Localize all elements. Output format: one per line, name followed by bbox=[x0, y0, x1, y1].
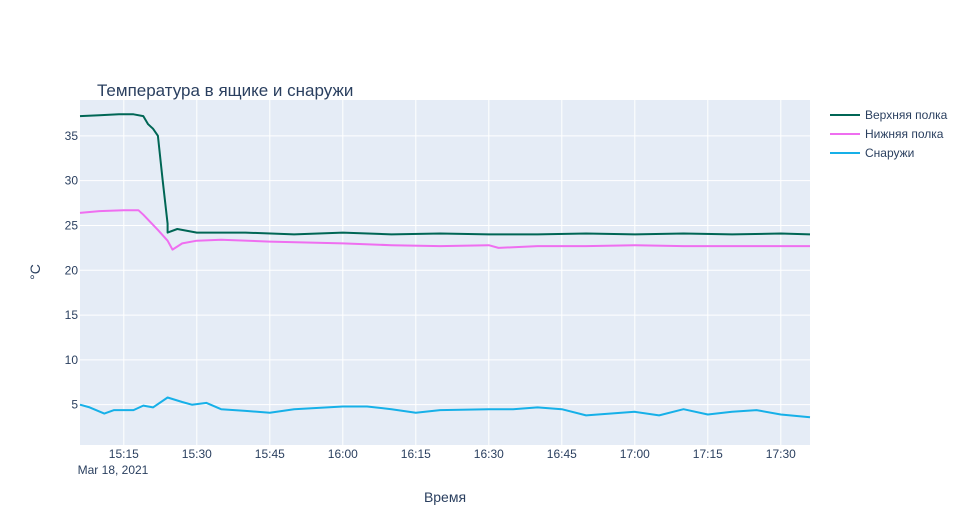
legend-label: Нижняя полка bbox=[865, 127, 944, 141]
x-tick-label: 16:15 bbox=[401, 447, 431, 461]
series-lines bbox=[79, 113, 811, 419]
x-tick-label: 17:15 bbox=[693, 447, 723, 461]
legend-label: Снаружи bbox=[865, 146, 914, 160]
legend-label: Верхняя полка bbox=[865, 108, 948, 122]
y-tick-label: 10 bbox=[65, 353, 79, 367]
x-date-label: Mar 18, 2021 bbox=[78, 463, 149, 477]
plot-background bbox=[80, 100, 810, 445]
x-tick-label: 17:30 bbox=[766, 447, 796, 461]
series-line bbox=[79, 396, 811, 419]
y-tick-label: 30 bbox=[65, 174, 79, 188]
series-line bbox=[79, 209, 810, 251]
y-axis-title: °C bbox=[27, 264, 43, 280]
legend-item[interactable]: Верхняя полка bbox=[830, 108, 948, 122]
x-axis-title: Время bbox=[424, 489, 466, 505]
y-tick-label: 15 bbox=[65, 308, 79, 322]
x-tick-label: 17:00 bbox=[620, 447, 650, 461]
y-tick-label: 5 bbox=[71, 398, 78, 412]
x-tick-label: 16:00 bbox=[328, 447, 358, 461]
x-tick-label: 15:30 bbox=[182, 447, 212, 461]
x-tick-label: 16:30 bbox=[474, 447, 504, 461]
legend-item[interactable]: Снаружи bbox=[830, 146, 914, 160]
x-tick-label: 16:45 bbox=[547, 447, 577, 461]
legend[interactable]: Верхняя полка Нижняя полка Снаружи bbox=[830, 108, 948, 160]
y-tick-label: 25 bbox=[65, 218, 79, 232]
legend-item[interactable]: Нижняя полка bbox=[830, 127, 944, 141]
chart-title: Температура в ящике и снаружи bbox=[97, 81, 353, 100]
series-line bbox=[79, 113, 811, 236]
grid-lines bbox=[80, 100, 810, 445]
y-tick-label: 20 bbox=[65, 263, 79, 277]
x-tick-label: 15:15 bbox=[109, 447, 139, 461]
y-tick-label: 35 bbox=[65, 129, 79, 143]
x-tick-label: 15:45 bbox=[255, 447, 285, 461]
tick-labels: 5 10 15 20 25 30 35 15:15 15:30 15:45 16:00 16:15 16… bbox=[65, 129, 796, 461]
